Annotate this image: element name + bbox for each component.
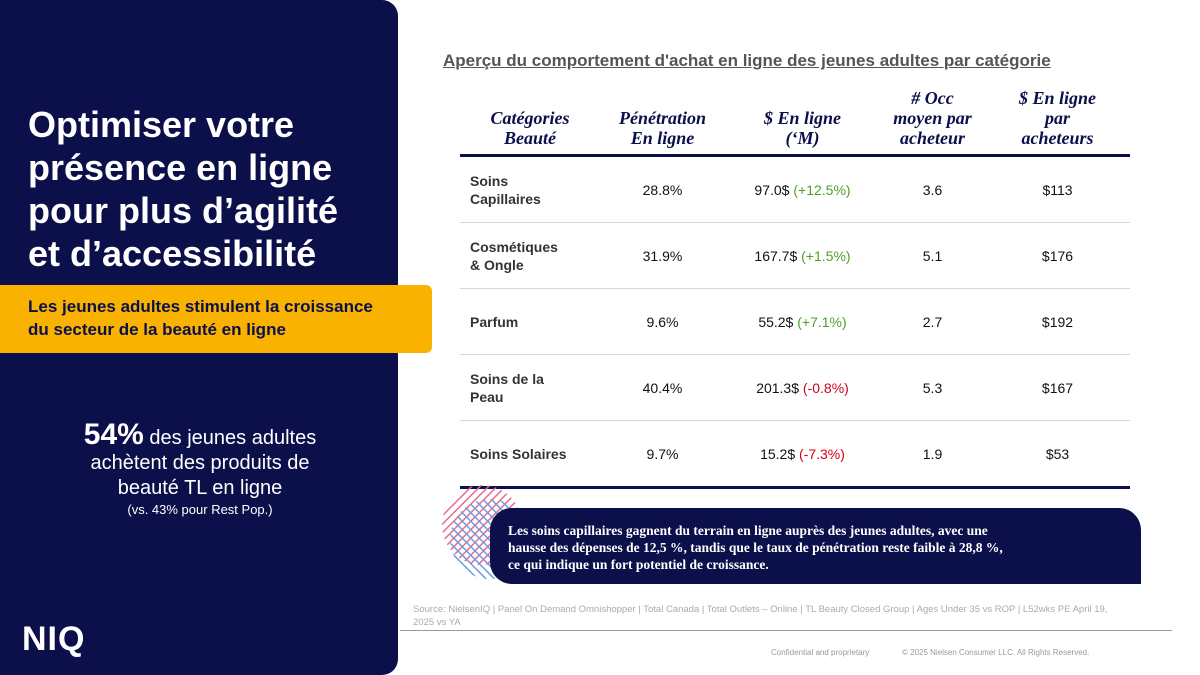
cell-online: 55.2$ (+7.1%) bbox=[725, 288, 880, 355]
header-line: par bbox=[1044, 108, 1070, 128]
title-line: Optimiser votre bbox=[28, 104, 295, 145]
online-value: 15.2$ bbox=[760, 445, 796, 462]
header-line: moyen par bbox=[893, 108, 972, 128]
header-line: $ En ligne bbox=[1018, 88, 1097, 108]
callout: Les soins capillaires gagnent du terrain… bbox=[490, 508, 1141, 584]
header-line: acheteur bbox=[900, 128, 965, 148]
online-change: (+12.5%) bbox=[793, 181, 851, 198]
title-line: et d’accessibilité bbox=[28, 233, 317, 274]
category-line: Soins de la bbox=[470, 370, 544, 387]
header-line: Pénétration bbox=[618, 108, 706, 128]
table-row: Parfum 9.6% 55.2$ (+7.1%) 2.7 $192 bbox=[460, 288, 1130, 355]
callout-line: ce qui indique un fort potentiel de croi… bbox=[508, 557, 769, 572]
header-line: $ En ligne bbox=[763, 108, 842, 128]
slide-title: Optimiser votre présence en ligne pour plu… bbox=[28, 103, 338, 275]
header-line: acheteurs bbox=[1021, 128, 1094, 148]
header-line: Catégories bbox=[490, 108, 570, 128]
cell-per-buyer: $192 bbox=[985, 288, 1130, 355]
header-line: En ligne bbox=[630, 128, 695, 148]
callout-line: Les soins capillaires gagnent du terrain… bbox=[508, 523, 988, 538]
table-row: Cosmétiques & Ongle 31.9% 167.7$ (+1.5%) 5.1… bbox=[460, 222, 1130, 289]
cell-per-buyer: $53 bbox=[985, 420, 1130, 489]
footer-rule bbox=[400, 630, 1172, 631]
cell-category: Parfum bbox=[460, 288, 600, 355]
cell-penetration: 9.7% bbox=[600, 420, 725, 489]
source-line: Source: NielsenIQ | Panel On Demand Omni… bbox=[413, 604, 1108, 615]
title-line: pour plus d’agilité bbox=[28, 190, 339, 231]
stat-line: 54% des jeunes adultes bbox=[40, 420, 360, 451]
header-row: Catégories Beauté Pénétration En ligne $ En … bbox=[460, 78, 1130, 157]
table: Catégories Beauté Pénétration En ligne $ En … bbox=[460, 78, 1130, 489]
cell-occasions: 5.3 bbox=[880, 354, 985, 421]
cell-occasions: 3.6 bbox=[880, 155, 985, 223]
cell-online: 15.2$ (-7.3%) bbox=[725, 420, 880, 489]
table-row: Soins Capillaires 28.8% 97.0$ (+12.5%) 3.6 $1… bbox=[460, 155, 1130, 223]
stat: 54% des jeunes adultes achètent des produ… bbox=[40, 420, 360, 518]
cell-penetration: 40.4% bbox=[600, 354, 725, 421]
column-header: Pénétration En ligne bbox=[600, 78, 725, 157]
banner-line: Les jeunes adultes stimulent la croissan… bbox=[28, 297, 373, 316]
cell-per-buyer: $113 bbox=[985, 155, 1130, 223]
column-header: # Occ moyen par acheteur bbox=[880, 78, 985, 157]
cell-category: Cosmétiques & Ongle bbox=[460, 222, 600, 289]
source-line: 2025 vs YA bbox=[413, 617, 461, 628]
online-value: 201.3$ bbox=[756, 379, 800, 396]
online-change: (+1.5%) bbox=[801, 247, 851, 264]
online-change: (+7.1%) bbox=[797, 313, 847, 330]
cell-category: Soins Solaires bbox=[460, 420, 600, 489]
table-row: Soins Solaires 9.7% 15.2$ (-7.3%) 1.9 $53 bbox=[460, 420, 1130, 489]
online-value: 97.0$ bbox=[754, 181, 790, 198]
category-line: Cosmétiques bbox=[470, 238, 558, 255]
cell-online: 97.0$ (+12.5%) bbox=[725, 155, 880, 223]
cell-online: 167.7$ (+1.5%) bbox=[725, 222, 880, 289]
online-value: 55.2$ bbox=[758, 313, 794, 330]
stat-number: 54% bbox=[83, 418, 144, 451]
banner: Les jeunes adultes stimulent la croissan… bbox=[0, 285, 432, 353]
cell-category: Soins de la Peau bbox=[460, 354, 600, 421]
online-value: 167.7$ bbox=[754, 247, 798, 264]
category-line: Soins bbox=[470, 172, 509, 189]
column-header: Catégories Beauté bbox=[460, 78, 600, 157]
stat-text: beauté TL en ligne bbox=[117, 477, 283, 499]
cell-online: 201.3$ (-0.8%) bbox=[725, 354, 880, 421]
stat-note: (vs. 43% pour Rest Pop.) bbox=[127, 502, 273, 517]
callout-line: hausse des dépenses de 12,5 %, tandis qu… bbox=[508, 540, 1003, 555]
category-line: Capillaires bbox=[470, 190, 541, 207]
cell-occasions: 1.9 bbox=[880, 420, 985, 489]
cell-occasions: 2.7 bbox=[880, 288, 985, 355]
table-title: Aperçu du comportement d'achat en ligne … bbox=[443, 51, 1051, 70]
cell-per-buyer: $167 bbox=[985, 354, 1130, 421]
logo: NIQ bbox=[22, 620, 86, 658]
category-line: Parfum bbox=[470, 313, 519, 330]
cell-category: Soins Capillaires bbox=[460, 155, 600, 223]
stat-text: achètent des produits de bbox=[90, 452, 310, 474]
category-line: Peau bbox=[470, 388, 504, 405]
cell-penetration: 31.9% bbox=[600, 222, 725, 289]
header-line: Beauté bbox=[504, 128, 556, 148]
copyright: © 2025 Nielsen Consumer LLC. All Rights … bbox=[902, 648, 1090, 657]
online-change: (-0.8%) bbox=[802, 379, 849, 396]
column-header: $ En ligne (‘M) bbox=[725, 78, 880, 157]
source: Source: NielsenIQ | Panel On Demand Omni… bbox=[413, 603, 1107, 629]
header-line: # Occ bbox=[911, 88, 954, 108]
cell-penetration: 9.6% bbox=[600, 288, 725, 355]
stat-text: des jeunes adultes bbox=[149, 427, 317, 449]
category-line: Soins Solaires bbox=[470, 445, 567, 462]
title-line: présence en ligne bbox=[28, 147, 333, 188]
online-change: (-7.3%) bbox=[799, 445, 845, 462]
cell-penetration: 28.8% bbox=[600, 155, 725, 223]
category-line: & Ongle bbox=[470, 256, 524, 273]
cell-per-buyer: $176 bbox=[985, 222, 1130, 289]
banner-line: du secteur de la beauté en ligne bbox=[28, 320, 286, 339]
header-line: (‘M) bbox=[785, 128, 820, 148]
column-header: $ En ligne par acheteurs bbox=[985, 78, 1130, 157]
confidential: Confidential and proprietary bbox=[771, 648, 870, 657]
cell-occasions: 5.1 bbox=[880, 222, 985, 289]
table-row: Soins de la Peau 40.4% 201.3$ (-0.8%) 5.3 $16… bbox=[460, 354, 1130, 421]
